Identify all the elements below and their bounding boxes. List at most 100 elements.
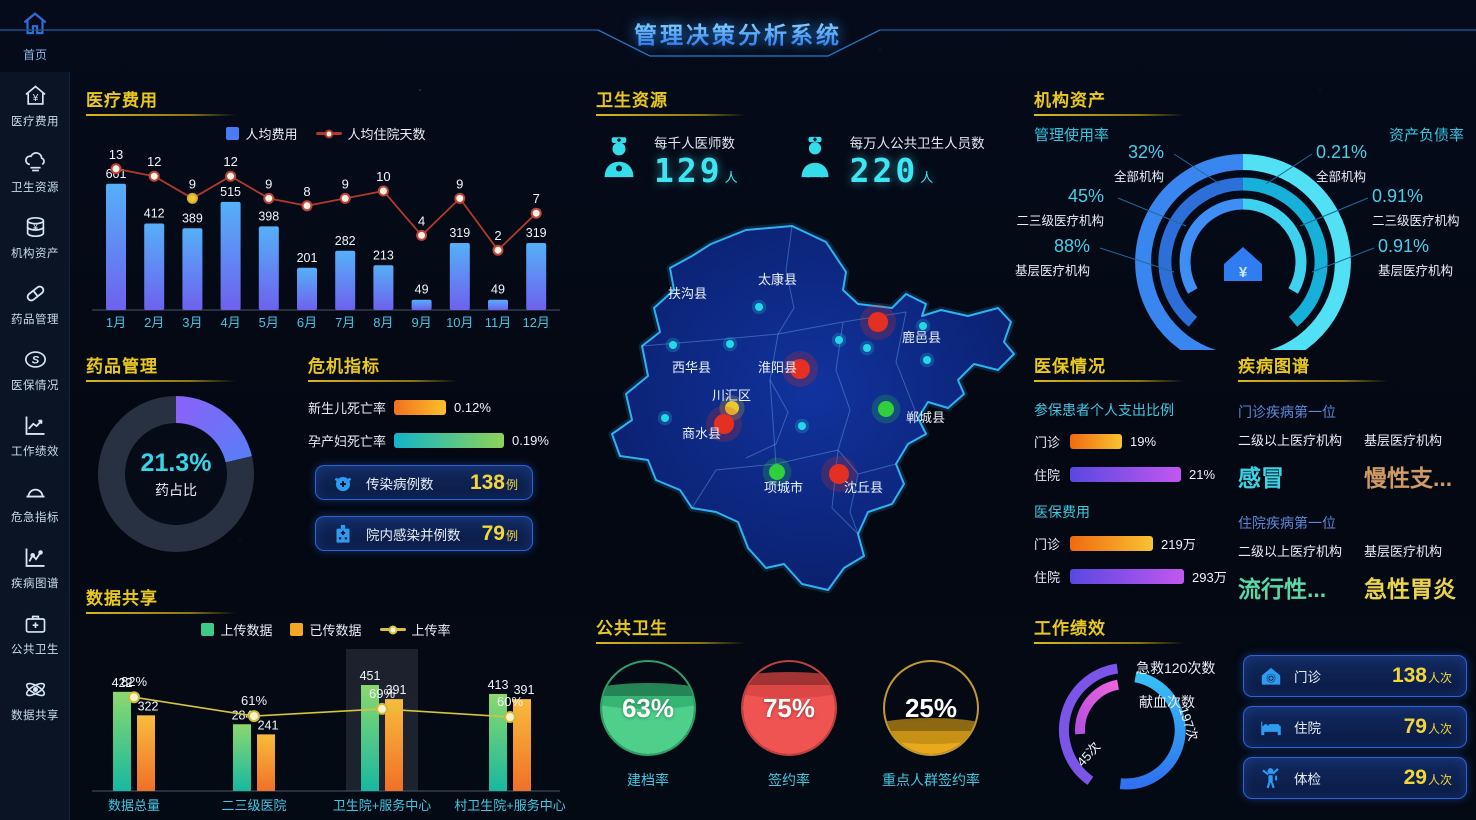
svg-text:11月: 11月 [485, 315, 512, 330]
legend-item[interactable]: 已传数据 [290, 620, 362, 639]
panel-title-public-health: 公共卫生 [596, 614, 746, 644]
performance-card-unit: 人次 [1427, 671, 1452, 685]
disease-org: 二级以上医疗机构 [1238, 433, 1343, 448]
svg-text:6月: 6月 [297, 315, 317, 330]
svg-text:7月: 7月 [335, 315, 355, 330]
alarm-icon [22, 478, 49, 505]
sidebar-item-public-health[interactable]: 公共卫生 [0, 600, 70, 666]
sidebar-item-label: 医疗费用 [11, 116, 59, 128]
svg-text:8: 8 [303, 184, 310, 199]
svg-text:12月: 12月 [522, 315, 549, 330]
performance-card-unit: 人次 [1427, 722, 1452, 736]
disease-org: 二级以上医疗机构 [1238, 544, 1343, 559]
sidebar-item-label: 公共卫生 [11, 644, 59, 656]
gauge-value: 25% [904, 692, 958, 723]
insurance-bar [1070, 536, 1153, 551]
map-marker-red[interactable] [868, 312, 888, 332]
svg-text:398: 398 [258, 209, 279, 223]
legend-item[interactable]: 上传率 [379, 620, 451, 639]
sidebar-item-health-resource[interactable]: 卫生资源 [0, 138, 70, 204]
checkup-icon [1258, 765, 1284, 791]
legend-item[interactable]: 上传数据 [201, 620, 272, 639]
performance-card-label: 住院 [1294, 721, 1321, 736]
asset-house-icon: ¥ [1224, 247, 1262, 281]
org-asset-label: 全部机构 [1113, 170, 1164, 184]
insurance-bar [1070, 467, 1181, 482]
virus-icon [330, 470, 356, 496]
sidebar-item-disease[interactable]: 疾病图谱 [0, 534, 70, 600]
sidebar-item-critical[interactable]: 危急指标 [0, 468, 70, 534]
svg-text:60%: 60% [497, 694, 523, 709]
map-marker-green[interactable] [769, 464, 785, 480]
sidebar-item-medical-fee[interactable]: ¥ 医疗费用 [0, 72, 70, 138]
sidebar-item-label: 机构资产 [11, 248, 59, 260]
home-icon [20, 8, 50, 43]
house-yen-icon: ¥ [22, 82, 49, 109]
doctor-icon [596, 130, 642, 182]
public-health-gauge: 63% 建档率 [600, 660, 696, 790]
sidebar: 首页 ¥ 医疗费用 卫生资源 ¥ 机构资产 药品管理 S 医保情况 工作绩效 危急指标 疾病图谱 公共… [0, 0, 70, 820]
map-marker-yellow[interactable] [725, 401, 739, 415]
legend-item[interactable]: 人均费用 [226, 124, 298, 143]
map-marker-cyan[interactable] [755, 303, 763, 311]
legend-swatch [201, 623, 215, 636]
map-county-label: 沈丘县 [844, 480, 883, 495]
medkit-icon [22, 610, 49, 637]
map-marker-cyan[interactable] [661, 414, 669, 422]
data-share-chart[interactable]: 422 322 数据总量 284 241 二三级医院 451 391 卫生院+服务中心 413 39… [86, 641, 566, 820]
panel-title-org-asset: 机构资产 [1034, 86, 1184, 116]
map-marker-green[interactable] [878, 401, 894, 417]
panel-title-health-resource: 卫生资源 [596, 86, 746, 116]
sidebar-item-label: 数据共享 [11, 710, 59, 722]
map-marker-cyan[interactable] [798, 422, 806, 430]
map-marker-red[interactable] [829, 464, 849, 484]
sidebar-item-org-asset[interactable]: ¥ 机构资产 [0, 204, 70, 270]
map-county-label: 西华县 [672, 360, 711, 375]
sidebar-item-drug-admin[interactable]: 药品管理 [0, 270, 70, 336]
gauge-label: 重点人群签约率 [882, 772, 980, 788]
map-marker-cyan[interactable] [669, 341, 677, 349]
panel-title-crisis: 危机指标 [308, 352, 458, 382]
sidebar-item-label: 卫生资源 [11, 182, 59, 194]
svg-text:1月: 1月 [106, 315, 126, 330]
legend-item[interactable]: 人均住院天数 [315, 124, 426, 143]
sidebar-home-label: 首页 [22, 48, 47, 62]
legend-swatch [226, 127, 240, 140]
svg-text:5月: 5月 [259, 315, 279, 330]
org-asset-label: 全部机构 [1316, 170, 1367, 184]
performance-card-unit: 人次 [1427, 773, 1452, 787]
svg-text:319: 319 [449, 226, 470, 240]
performance-ring-chart [1058, 663, 1186, 790]
svg-text:9: 9 [342, 176, 349, 191]
map-county-label: 商水县 [682, 426, 721, 441]
map-marker-red[interactable] [714, 414, 734, 434]
sidebar-item-home[interactable]: 首页 [0, 8, 70, 63]
map-marker-cyan[interactable] [919, 322, 927, 330]
drug-donut-center: 21.3% 药占比 [125, 423, 227, 525]
public-health-gauge: 75% 签约率 [741, 660, 837, 790]
svg-text:4: 4 [418, 213, 425, 228]
sidebar-item-performance[interactable]: 工作绩效 [0, 402, 70, 468]
map-marker-cyan[interactable] [835, 336, 843, 344]
sidebar-item-insurance[interactable]: S 医保情况 [0, 336, 70, 402]
drug-donut-chart[interactable]: 21.3% 药占比 [98, 396, 254, 552]
legend-line-swatch [379, 625, 406, 634]
sidebar-item-data-share[interactable]: 数据共享 [0, 666, 70, 732]
svg-text:数据总量: 数据总量 [108, 798, 160, 813]
map-marker-cyan[interactable] [726, 340, 734, 348]
org-asset-label: 二三级医疗机构 [1372, 214, 1460, 228]
panel-health-resource: 卫生资源 每千人医师数 129 人每万人公共卫生人员数 220 人 [596, 86, 1026, 210]
panel-org-asset: 机构资产 管理使用率 资产负债率 ¥ 32% 全部机构 45% 二三级医疗机构 88% 基… [1015, 86, 1470, 350]
gauge-label: 建档率 [627, 772, 669, 788]
map-marker-cyan[interactable] [863, 344, 871, 352]
bed-icon [1258, 714, 1284, 740]
medical-fee-chart[interactable]: 6011月4122月3893月5154月3985月2016月2827月2138月… [86, 145, 566, 337]
panel-insurance: 医保情况 参保患者个人支出比例 门诊 19% 住院 21% 医保费用 门诊 219万 住院 293… [1034, 352, 1232, 594]
medical-fee-legend: 人均费用 人均住院天数 [86, 124, 566, 143]
map-marker-red[interactable] [790, 359, 810, 379]
svg-text:卫生院+服务中心: 卫生院+服务中心 [333, 798, 432, 813]
svg-text:213: 213 [373, 248, 394, 262]
map-marker-cyan[interactable] [923, 356, 931, 364]
insurance-bar-row: 门诊 19% [1034, 432, 1232, 451]
